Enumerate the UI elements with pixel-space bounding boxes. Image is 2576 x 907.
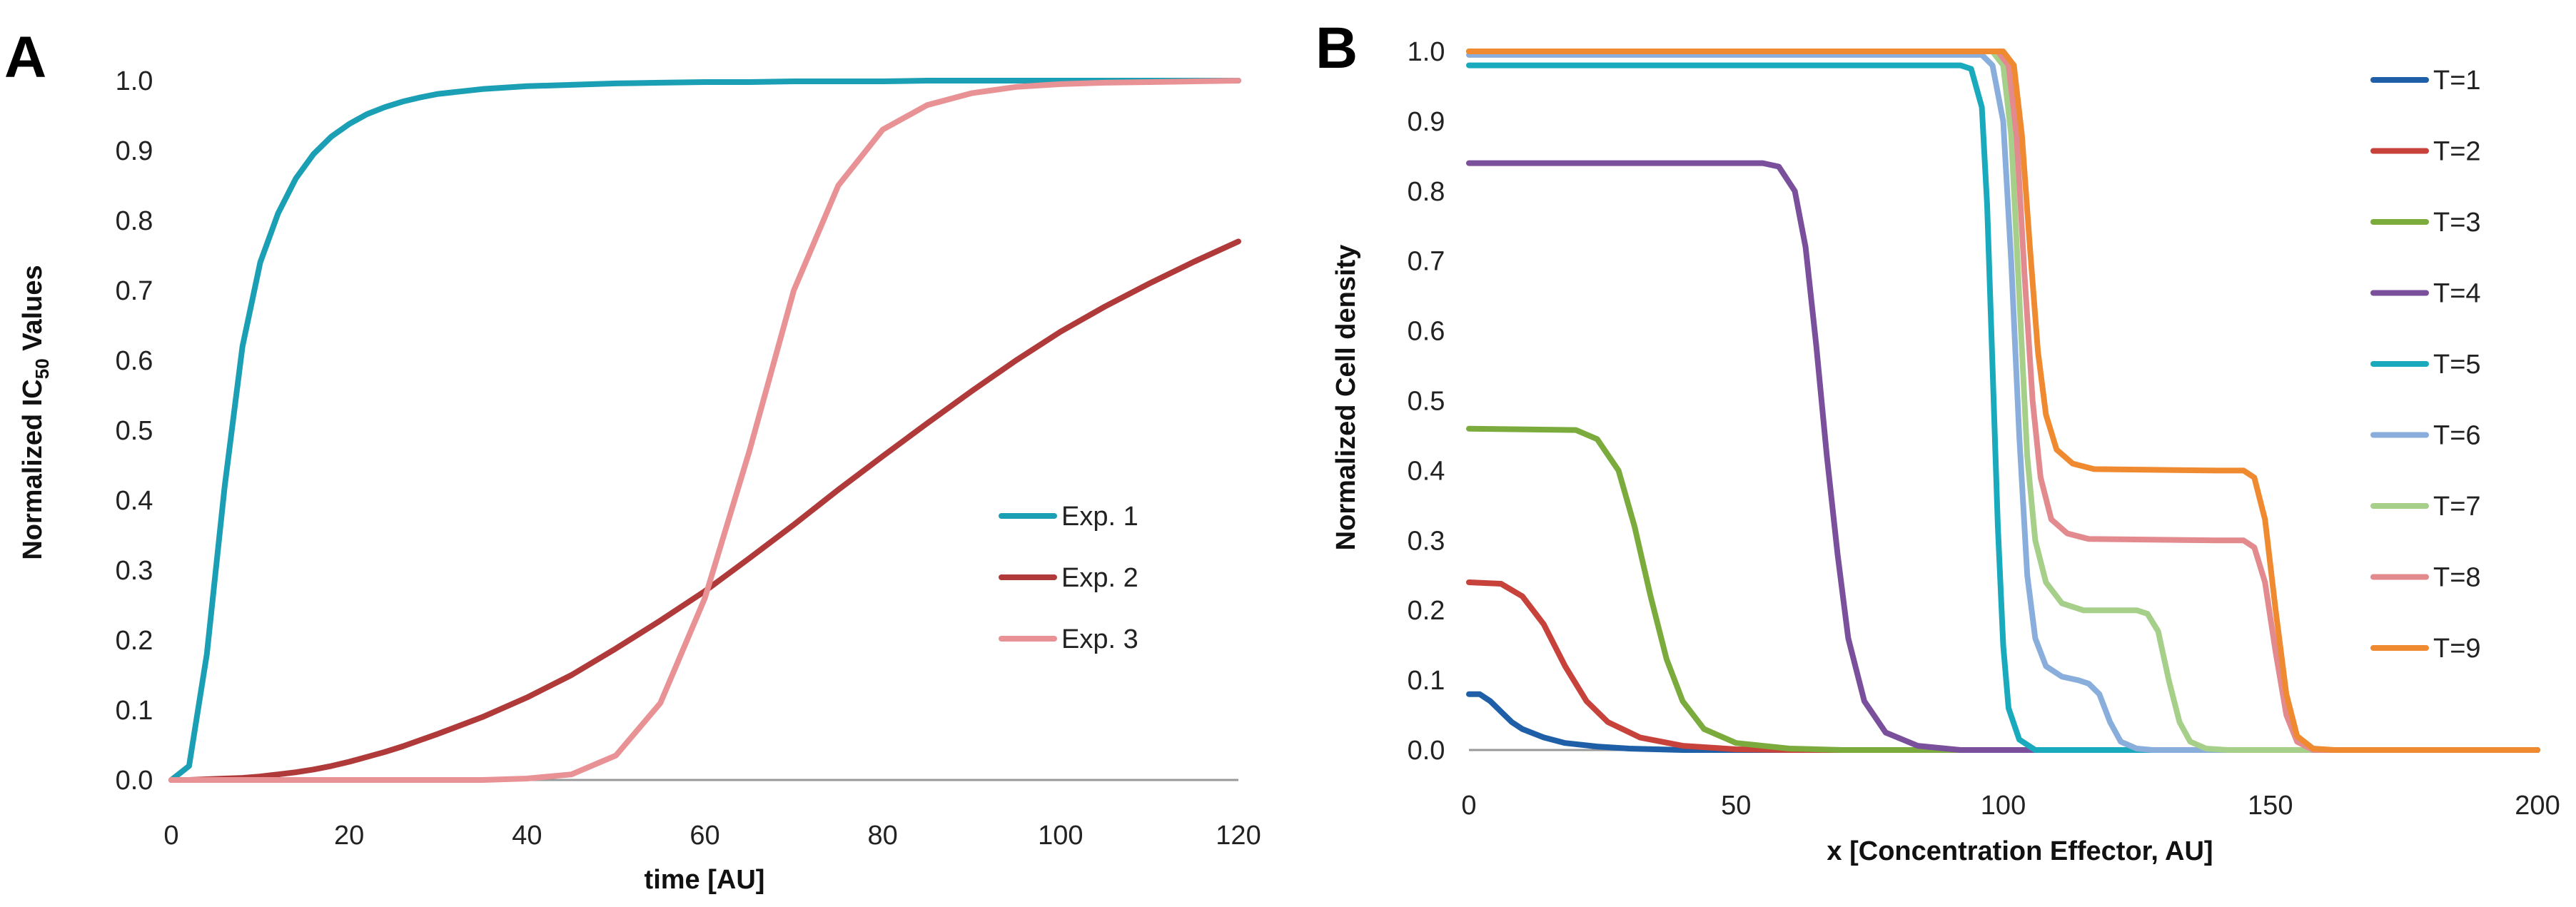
panel-a-y-tick-label: 1.0 bbox=[116, 66, 153, 96]
panel-a-x-tick-label: 40 bbox=[512, 821, 542, 851]
panel-b-series-line-t-1 bbox=[1466, 691, 2540, 753]
panel-b-series-line-t-5 bbox=[1466, 62, 2540, 753]
panel-a-legend-label-exp-1: Exp. 1 bbox=[1061, 502, 1138, 532]
panel-a-y-title-suffix: Values bbox=[18, 265, 48, 358]
panel-b-legend-label-t-1: T=1 bbox=[2433, 66, 2481, 96]
panel-a-y-axis-title: Normalized IC50 Values bbox=[18, 265, 53, 559]
panel-b-legend-label-t-6: T=6 bbox=[2433, 421, 2481, 451]
panel-a-y-tick-label: 0.4 bbox=[116, 486, 153, 516]
panel-b-legend-label-t-8: T=8 bbox=[2433, 563, 2481, 593]
panel-b-y-tick-label: 0.1 bbox=[1408, 666, 1445, 696]
panel-b-x-tick-label: 0 bbox=[1461, 791, 1476, 821]
panel-b-y-tick-label: 0.0 bbox=[1408, 736, 1445, 766]
panel-b-legend-label-t-7: T=7 bbox=[2433, 492, 2481, 522]
panel-a-x-ticks: 0 20 40 60 80 100 120 bbox=[163, 821, 1261, 851]
panel-b-y-tick-label: 0.3 bbox=[1408, 526, 1445, 556]
panel-a-series-lines bbox=[168, 78, 1241, 783]
panel-b-y-tick-label: 0.9 bbox=[1408, 107, 1445, 137]
panel-b-series-line-t-9 bbox=[1466, 49, 2540, 753]
panel-b-y-tick-label: 1.0 bbox=[1408, 37, 1445, 67]
panel-a-y-tick-label: 0.9 bbox=[116, 136, 153, 166]
panel-a-y-title-subscript: 50 bbox=[31, 358, 53, 379]
panel-a-y-tick-label: 0.2 bbox=[116, 626, 153, 656]
panel-b-series-line-t-3 bbox=[1466, 425, 2540, 753]
panel-a-legend-label-exp-2: Exp. 2 bbox=[1061, 563, 1138, 593]
panel-b-x-tick-label: 200 bbox=[2515, 791, 2560, 821]
panel-b-x-tick-label: 150 bbox=[2248, 791, 2293, 821]
panel-a-y-tick-label: 0.0 bbox=[116, 766, 153, 796]
panel-a-letter: A bbox=[4, 25, 46, 90]
panel-a-x-axis-title: time [AU] bbox=[645, 865, 765, 895]
panel-b-series-line-t-2 bbox=[1466, 579, 2540, 753]
panel-b-letter: B bbox=[1315, 16, 1358, 81]
panel-a-series-line-exp-1 bbox=[168, 78, 1241, 783]
panel-b-y-tick-label: 0.4 bbox=[1408, 456, 1445, 486]
panel-a-legend: Exp. 1 Exp. 2 Exp. 3 bbox=[999, 502, 1138, 654]
panel-b-y-axis-title: Normalized Cell density bbox=[1331, 245, 1361, 551]
panel-b-x-tick-label: 100 bbox=[1981, 791, 2026, 821]
panel-b-series-line-t-4 bbox=[1466, 160, 2540, 753]
panel-b-x-tick-label: 50 bbox=[1721, 791, 1751, 821]
panel-b-y-tick-label: 0.6 bbox=[1408, 317, 1445, 347]
panel-a-y-tick-label: 0.6 bbox=[116, 346, 153, 376]
panel-a-legend-label-exp-3: Exp. 3 bbox=[1061, 624, 1138, 654]
panel-a-x-tick-label: 60 bbox=[690, 821, 719, 851]
panel-b-series-line-t-8 bbox=[1466, 49, 2540, 753]
panel-a-x-tick-label: 0 bbox=[163, 821, 178, 851]
panel-a-x-tick-label: 20 bbox=[334, 821, 364, 851]
panel-a-x-tick-label: 120 bbox=[1216, 821, 1261, 851]
panel-b-legend-label-t-2: T=2 bbox=[2433, 137, 2481, 167]
panel-b-series-line-t-6 bbox=[1466, 51, 2540, 753]
panel-a-y-tick-label: 0.1 bbox=[116, 696, 153, 726]
panel-b-y-tick-label: 0.8 bbox=[1408, 177, 1445, 207]
panel-b-x-axis-title: x [Concentration Effector, AU] bbox=[1827, 836, 2213, 866]
panel-b-y-tick-label: 0.7 bbox=[1408, 247, 1445, 277]
panel-a-y-tick-label: 0.8 bbox=[116, 206, 153, 236]
panel-b-x-ticks: 0 50 100 150 200 bbox=[1461, 791, 2560, 821]
panel-b-legend: T=1 T=2 T=3 T=4 T=5 T=6 T=7 T=8 T=9 bbox=[2370, 66, 2481, 664]
panel-a-y-title-prefix: Normalized IC bbox=[18, 379, 48, 559]
panel-b-legend-label-t-4: T=4 bbox=[2433, 279, 2481, 309]
panel-a-x-tick-label: 100 bbox=[1038, 821, 1083, 851]
panel-b-y-tick-label: 0.2 bbox=[1408, 596, 1445, 626]
panel-a-series-line-exp-3 bbox=[168, 78, 1241, 783]
panel-a-x-tick-label: 80 bbox=[868, 821, 898, 851]
panel-b-legend-label-t-3: T=3 bbox=[2433, 208, 2481, 238]
panel-a-y-tick-label: 0.3 bbox=[116, 556, 153, 586]
panel-a-y-tick-label: 0.7 bbox=[116, 276, 153, 306]
panel-b-legend-label-t-5: T=5 bbox=[2433, 350, 2481, 380]
panel-a-y-tick-label: 0.5 bbox=[116, 416, 153, 446]
panel-b-series-lines bbox=[1466, 49, 2540, 753]
panel-a-series-line-exp-2 bbox=[168, 238, 1241, 783]
panel-b-y-tick-label: 0.5 bbox=[1408, 387, 1445, 417]
panel-b: B 0 50 100 150 200 0.00.10.20.30.40.50.60.70… bbox=[1315, 16, 2560, 866]
panel-b-y-ticks: 0.0 0.1 0.2 0.3 0.4 0.5 0.6 0.7 0.8 0.9 1.0 bbox=[1408, 37, 1445, 766]
panel-b-legend-label-t-9: T=9 bbox=[2433, 634, 2481, 664]
panel-a-y-ticks: 0.0 0.1 0.2 0.3 0.4 0.5 0.6 0.7 0.8 0.9 1.0 bbox=[116, 66, 153, 796]
panel-a: A 0 20 40 60 80 100 120 0.00.10.20.30.40.50.60… bbox=[4, 25, 1261, 895]
panel-b-series-line-t-7 bbox=[1466, 49, 2540, 753]
